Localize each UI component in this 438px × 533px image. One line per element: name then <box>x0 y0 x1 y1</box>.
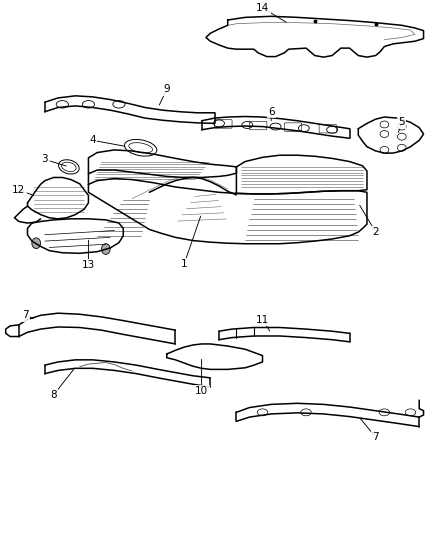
Text: 10: 10 <box>195 386 208 396</box>
Text: 2: 2 <box>372 227 379 237</box>
Circle shape <box>32 238 41 248</box>
Circle shape <box>102 244 110 254</box>
Text: 13: 13 <box>82 261 95 270</box>
Text: 6: 6 <box>268 107 275 117</box>
Text: 7: 7 <box>372 432 379 442</box>
Text: 5: 5 <box>399 117 405 127</box>
Text: 9: 9 <box>163 84 170 94</box>
Text: 14: 14 <box>256 3 269 13</box>
Text: 1: 1 <box>181 259 187 269</box>
Text: 7: 7 <box>22 310 28 320</box>
Text: 8: 8 <box>50 390 57 400</box>
Text: 11: 11 <box>256 314 269 325</box>
Text: 12: 12 <box>12 184 25 195</box>
Text: 4: 4 <box>89 135 96 146</box>
Text: 3: 3 <box>42 155 48 165</box>
